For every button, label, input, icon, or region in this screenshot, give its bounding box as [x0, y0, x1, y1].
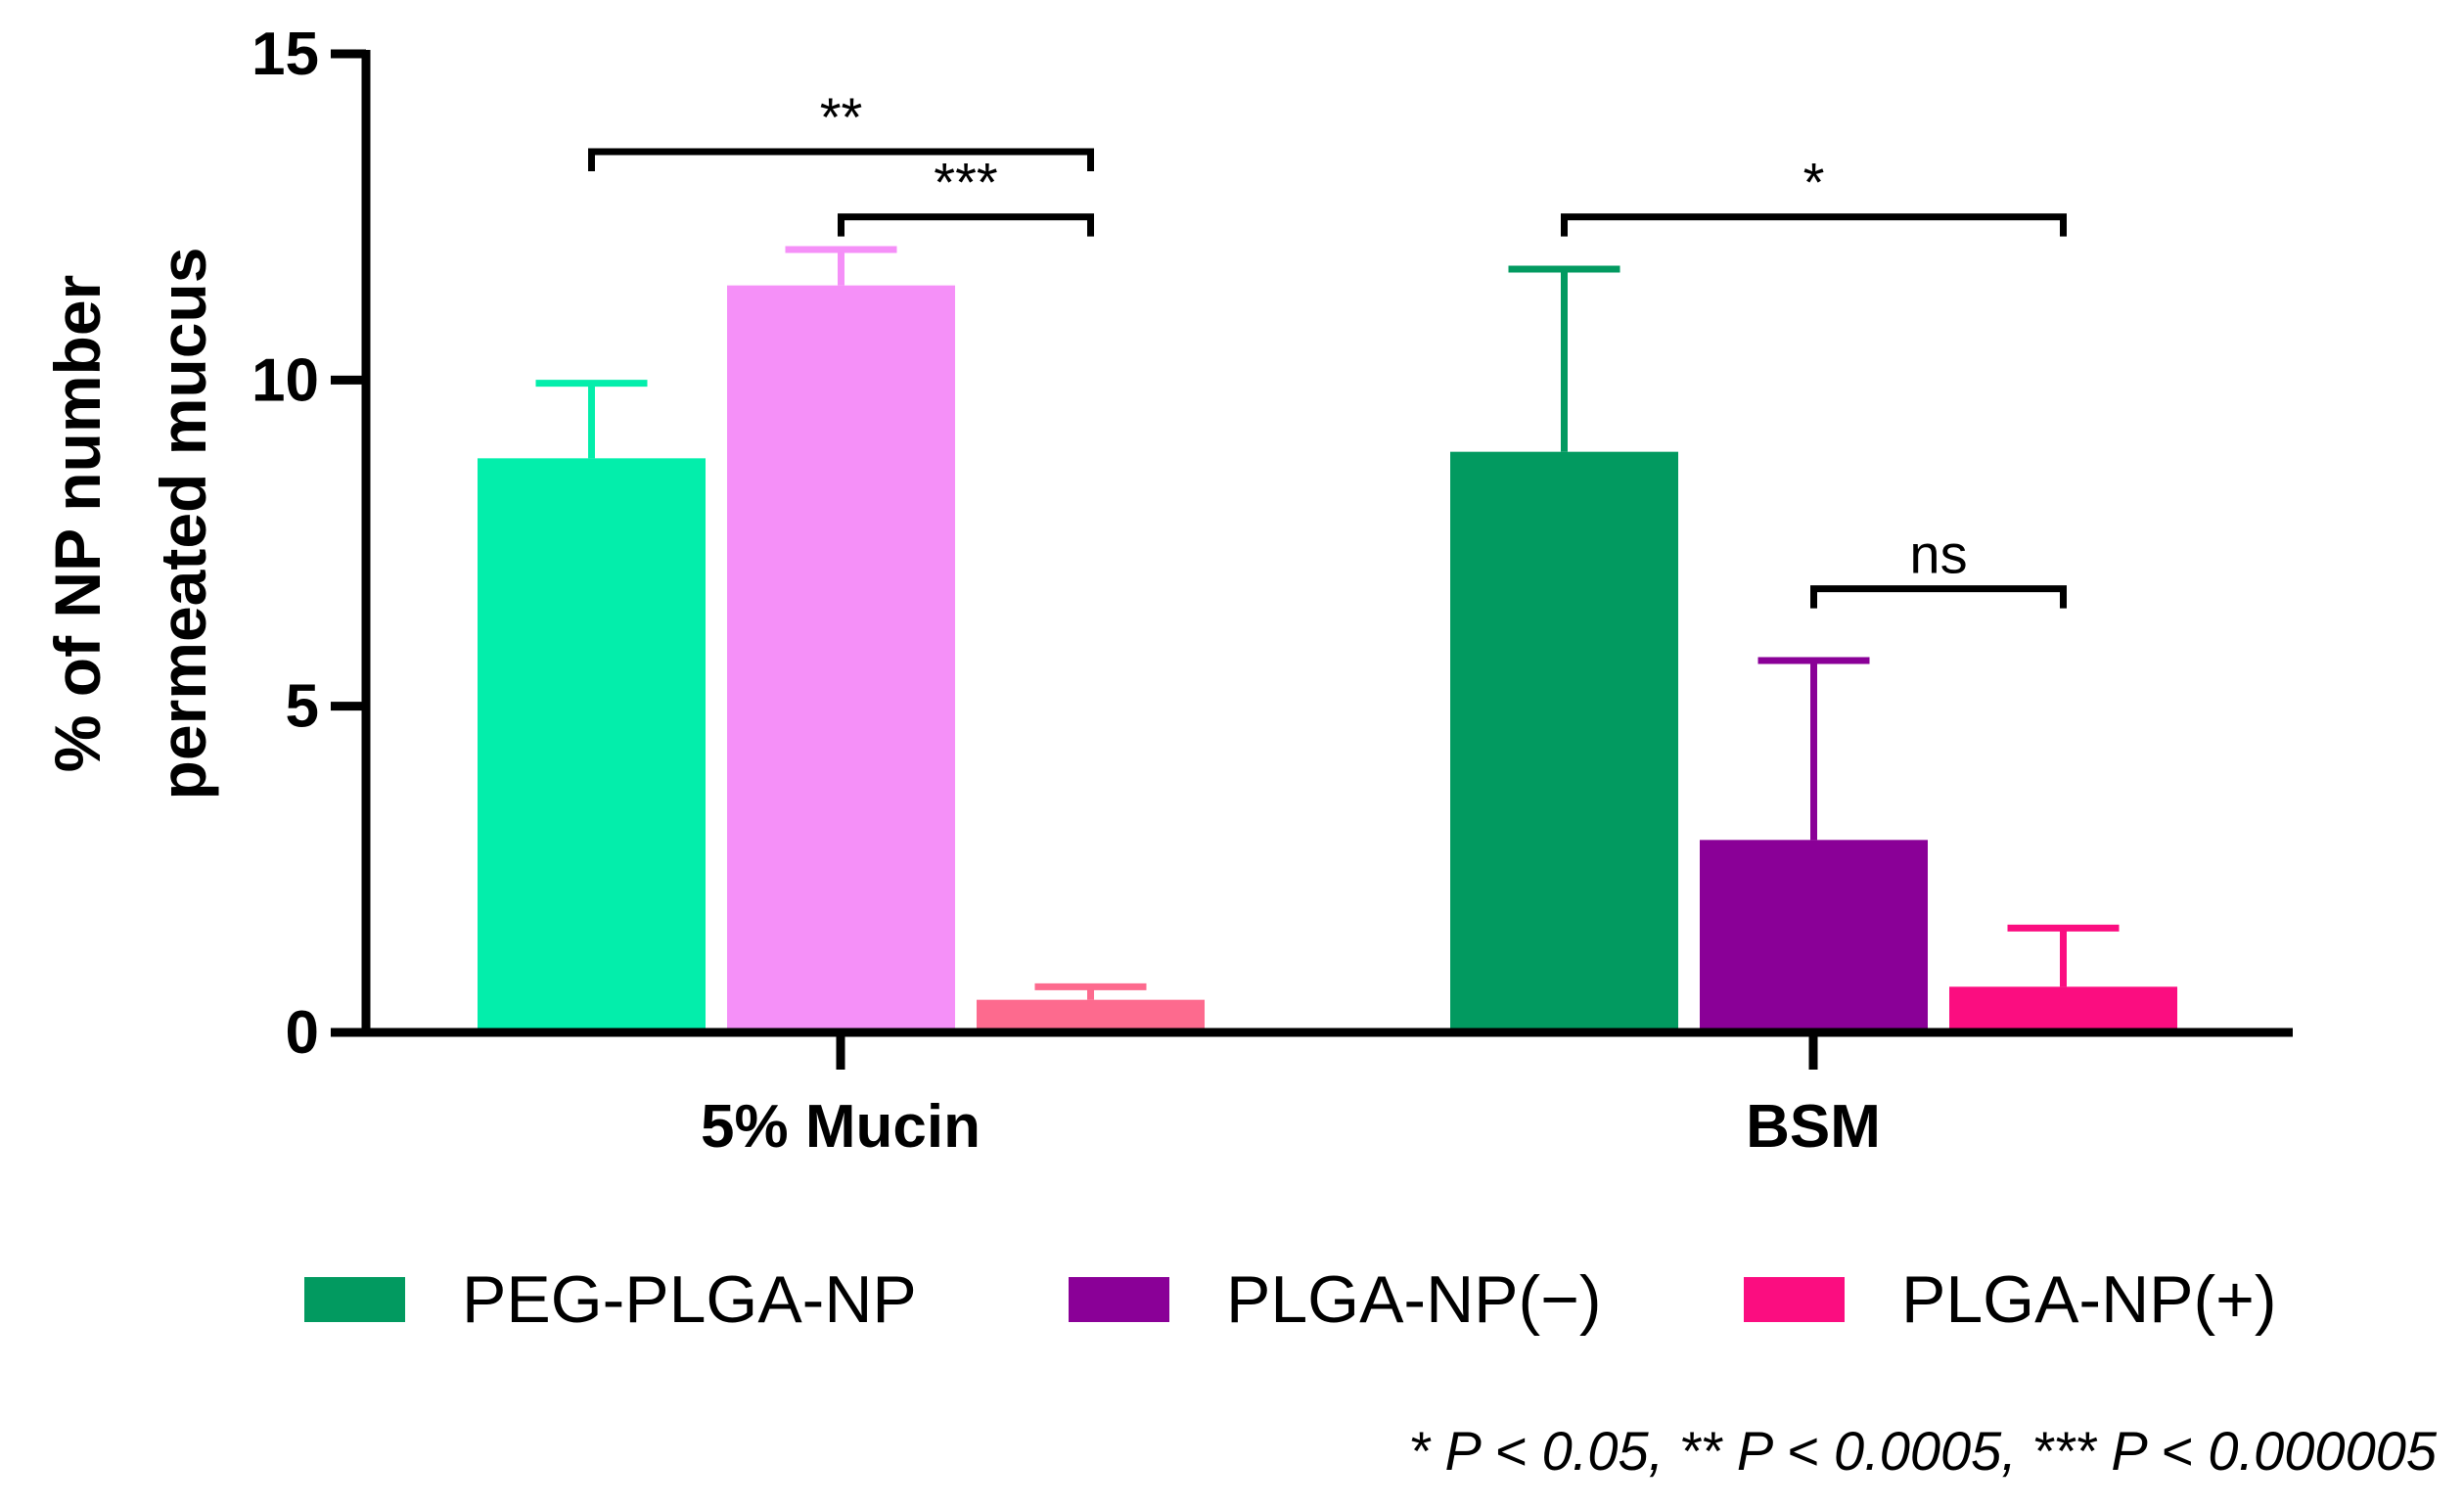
significance-label: *: [1803, 152, 1825, 213]
category-label-bsm: BSM: [1746, 1093, 1881, 1161]
legend-swatch: [1744, 1277, 1845, 1322]
bar-bsm-plga-np: [1949, 986, 2177, 1032]
legend-swatch: [304, 1277, 405, 1322]
y-tick-label-15: 15: [251, 21, 319, 88]
error-bar-5-mucin-plga-np: [1034, 982, 1147, 1000]
y-tick-label-10: 10: [251, 346, 319, 414]
bar-5-mucin-plga-np: [977, 999, 1205, 1032]
y-axis-title-line-2: permeated mucus: [147, 248, 219, 800]
legend-item-plga-np: PLGA-NP(+): [1744, 1262, 2277, 1337]
legend-label: PLGA-NP(−): [1226, 1262, 1602, 1337]
significance-bracket-line: [838, 213, 1094, 237]
category-label-5-mucin: 5% Mucin: [701, 1093, 981, 1161]
y-tick-label-5: 5: [286, 673, 319, 741]
significance-bracket-line: [1810, 585, 2067, 609]
error-bar-5-mucin-peg-plga-np: [535, 380, 648, 459]
significance-bracket-4: ns: [1810, 524, 2067, 609]
legend-label: PEG-PLGA-NP: [462, 1262, 917, 1337]
significance-footnote: * P < 0.05, ** P < 0.0005, *** P < 0.000…: [1408, 1420, 2438, 1482]
error-bar-5-mucin-plga-np: [785, 246, 897, 286]
significance-label: ns: [1909, 524, 1967, 585]
error-bar-bsm-plga-np: [2007, 924, 2120, 987]
legend-label: PLGA-NP(+): [1901, 1262, 2277, 1337]
significance-bracket-line: [588, 148, 1094, 171]
y-axis-title-line-1: % of NP number: [41, 275, 114, 773]
y-axis-title: % of NP number permeated mucus: [41, 248, 219, 800]
bar-bsm-peg-plga-np: [1450, 451, 1678, 1033]
significance-bracket-1: **: [588, 86, 1094, 171]
significance-bracket-2: ***: [838, 152, 1094, 237]
bar-bsm-plga-np: [1700, 840, 1928, 1032]
y-tick-label-0: 0: [286, 999, 319, 1067]
legend-item-peg-plga-np: PEG-PLGA-NP: [304, 1262, 917, 1337]
significance-bracket-line: [1561, 213, 2067, 237]
significance-bracket-3: *: [1561, 152, 2067, 237]
error-bar-bsm-peg-plga-np: [1508, 265, 1620, 452]
significance-label: ***: [934, 152, 997, 213]
error-bar-bsm-plga-np: [1757, 657, 1870, 841]
bar-5-mucin-peg-plga-np: [478, 458, 706, 1032]
significance-label: **: [820, 86, 863, 148]
legend-swatch: [1069, 1277, 1169, 1322]
legend-item-plga-np: PLGA-NP(−): [1069, 1262, 1602, 1337]
bar-5-mucin-plga-np: [727, 285, 955, 1033]
